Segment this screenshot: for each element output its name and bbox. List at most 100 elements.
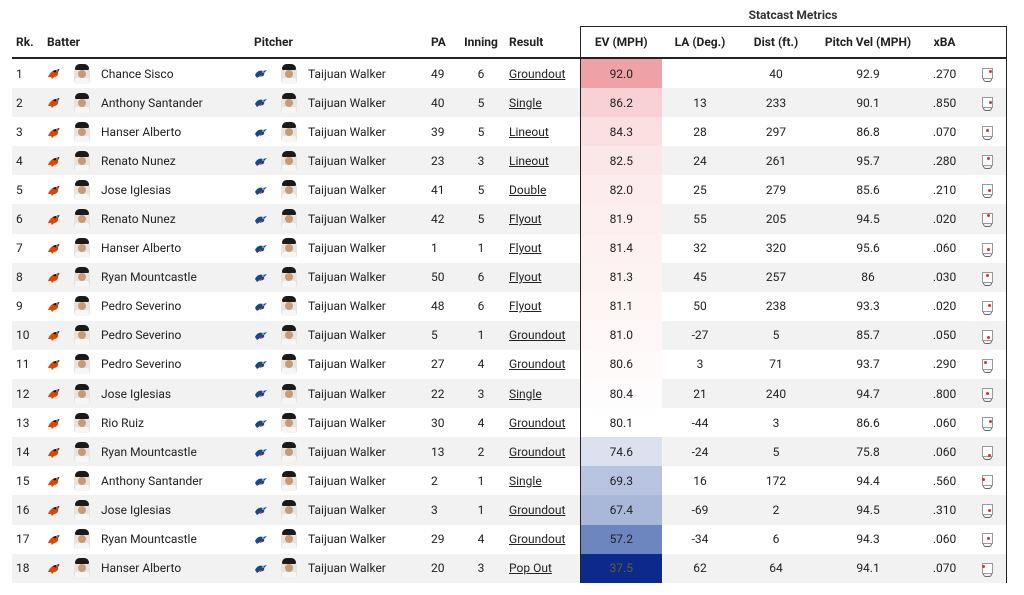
result-link[interactable]: Single — [509, 386, 542, 401]
pitch-zone-cell[interactable] — [967, 466, 1007, 496]
table-row[interactable]: 16 Jose Iglesias Taijuan Walker 3 1 Groundout… — [12, 495, 1007, 525]
pitcher-name[interactable]: Taijuan Walker — [302, 553, 428, 583]
batter-name[interactable]: Anthony Santander — [95, 88, 251, 118]
pitch-zone-cell[interactable] — [967, 233, 1007, 263]
batter-name[interactable]: Jose Iglesias — [95, 495, 251, 525]
pitcher-name[interactable]: Taijuan Walker — [308, 415, 386, 430]
pitch-zone-cell[interactable] — [967, 262, 1007, 292]
pitch-zone-cell[interactable] — [967, 553, 1007, 583]
pitcher-name[interactable]: Taijuan Walker — [302, 262, 428, 292]
pitch-zone-cell[interactable] — [967, 408, 1007, 438]
pitch-zone-cell[interactable] — [967, 320, 1007, 350]
table-row[interactable]: 3 Hanser Alberto Taijuan Walker 39 5 Lineout 8… — [12, 117, 1007, 147]
result-link[interactable]: Single — [509, 473, 542, 488]
pitch-zone-cell[interactable] — [967, 524, 1007, 554]
batter-name[interactable]: Ryan Mountcastle — [101, 532, 197, 547]
pitcher-name[interactable]: Taijuan Walker — [302, 495, 428, 525]
strike-zone-icon[interactable] — [980, 212, 994, 228]
table-row[interactable]: 8 Ryan Mountcastle Taijuan Walker 50 6 Flyout… — [12, 262, 1007, 292]
col-header-inning[interactable]: Inning — [457, 26, 506, 59]
batter-name[interactable]: Chance Sisco — [101, 66, 174, 81]
pitcher-name[interactable]: Taijuan Walker — [308, 299, 386, 314]
result-link[interactable]: Groundout — [509, 328, 566, 343]
strike-zone-icon[interactable] — [980, 242, 994, 257]
table-row[interactable]: 18 Hanser Alberto Taijuan Walker 20 3 Pop Out… — [12, 553, 1007, 583]
pitcher-name[interactable]: Taijuan Walker — [302, 379, 428, 409]
pitch-zone-cell[interactable] — [967, 175, 1007, 205]
strike-zone-icon[interactable] — [980, 445, 994, 461]
batter-name[interactable]: Anthony Santander — [101, 473, 203, 488]
col-header-pitcher[interactable]: Pitcher — [250, 26, 428, 59]
col-header-la[interactable]: LA (Deg.) — [662, 26, 739, 59]
result-link[interactable]: Groundout — [509, 502, 566, 517]
table-row[interactable]: 11 Pedro Severino Taijuan Walker 27 4 Groundo… — [12, 349, 1007, 380]
strike-zone-icon[interactable] — [980, 358, 994, 373]
batter-name[interactable]: Hanser Alberto — [101, 124, 182, 139]
pitcher-name[interactable]: Taijuan Walker — [308, 357, 386, 372]
pitch-zone-cell[interactable] — [967, 58, 1007, 89]
result-link[interactable]: Groundout — [509, 532, 566, 547]
batter-name[interactable]: Ryan Mountcastle — [95, 437, 251, 467]
result-link[interactable]: Single — [509, 95, 542, 110]
table-row[interactable]: 13 Rio Ruiz Taijuan Walker 30 4 Groundout 80.1… — [12, 408, 1007, 438]
result-link[interactable]: Flyout — [509, 241, 542, 256]
pitcher-name[interactable]: Taijuan Walker — [302, 204, 428, 234]
batter-name[interactable]: Pedro Severino — [95, 320, 251, 350]
pitcher-name[interactable]: Taijuan Walker — [308, 241, 386, 256]
pitch-zone-cell[interactable] — [967, 349, 1007, 380]
pitch-zone-cell[interactable] — [967, 291, 1007, 321]
strike-zone-icon[interactable] — [980, 154, 994, 170]
table-row[interactable]: 15 Anthony Santander Taijuan Walker 2 1 Singl… — [12, 466, 1007, 496]
result-link[interactable]: Flyout — [509, 270, 542, 285]
batter-name[interactable]: Hanser Alberto — [95, 553, 251, 583]
batter-name[interactable]: Renato Nunez — [95, 204, 251, 234]
batter-name[interactable]: Rio Ruiz — [101, 415, 145, 430]
strike-zone-icon[interactable] — [980, 387, 994, 402]
strike-zone-icon[interactable] — [980, 532, 994, 548]
col-header-dist[interactable]: Dist (ft.) — [738, 26, 815, 59]
col-header-result[interactable]: Result — [505, 26, 581, 59]
col-header-rank[interactable]: Rk. — [12, 26, 43, 59]
pitch-zone-cell[interactable] — [967, 146, 1007, 176]
pitcher-name[interactable]: Taijuan Walker — [308, 182, 386, 197]
table-row[interactable]: 14 Ryan Mountcastle Taijuan Walker 13 2 Groun… — [12, 437, 1007, 467]
strike-zone-icon[interactable] — [980, 271, 994, 286]
result-link[interactable]: Flyout — [509, 299, 542, 314]
batter-name[interactable]: Hanser Alberto — [101, 241, 182, 256]
strike-zone-icon[interactable] — [980, 183, 994, 199]
pitch-zone-cell[interactable] — [967, 379, 1007, 409]
result-link[interactable]: Groundout — [509, 66, 566, 81]
pitch-zone-cell[interactable] — [967, 88, 1007, 118]
pitch-zone-cell[interactable] — [967, 117, 1007, 147]
batter-name[interactable]: Jose Iglesias — [95, 379, 251, 409]
result-link[interactable]: Flyout — [509, 212, 542, 227]
pitcher-name[interactable]: Taijuan Walker — [302, 437, 428, 467]
result-link[interactable]: Groundout — [509, 415, 566, 430]
table-row[interactable]: 1 Chance Sisco Taijuan Walker 49 6 Groundout 9… — [12, 58, 1007, 89]
result-link[interactable]: Groundout — [509, 444, 566, 459]
table-row[interactable]: 9 Pedro Severino Taijuan Walker 48 6 Flyout 81… — [12, 291, 1007, 321]
pitcher-name[interactable]: Taijuan Walker — [308, 124, 386, 139]
strike-zone-icon[interactable] — [980, 67, 994, 82]
pitch-zone-cell[interactable] — [967, 204, 1007, 234]
pitch-zone-cell[interactable] — [967, 495, 1007, 525]
table-row[interactable]: 10 Pedro Severino Taijuan Walker 5 1 Groundou… — [12, 320, 1007, 350]
table-row[interactable]: 12 Jose Iglesias Taijuan Walker 22 3 Single 80… — [12, 379, 1007, 409]
table-row[interactable]: 6 Renato Nunez Taijuan Walker 42 5 Flyout 81.9… — [12, 204, 1007, 234]
pitcher-name[interactable]: Taijuan Walker — [302, 320, 428, 350]
pitcher-name[interactable]: Taijuan Walker — [308, 473, 386, 488]
strike-zone-icon[interactable] — [980, 416, 994, 432]
pitcher-name[interactable]: Taijuan Walker — [308, 66, 386, 81]
col-header-xba[interactable]: xBA — [922, 26, 968, 59]
table-row[interactable]: 5 Jose Iglesias Taijuan Walker 41 5 Double 82.… — [12, 175, 1007, 205]
pitcher-name[interactable]: Taijuan Walker — [302, 88, 428, 118]
batter-name[interactable]: Renato Nunez — [95, 146, 251, 176]
strike-zone-icon[interactable] — [980, 503, 994, 519]
pitcher-name[interactable]: Taijuan Walker — [302, 146, 428, 176]
batter-name[interactable]: Pedro Severino — [101, 357, 182, 372]
col-header-ev[interactable]: EV (MPH) — [579, 26, 663, 59]
col-header-batter[interactable]: Batter — [43, 26, 251, 59]
batter-name[interactable]: Pedro Severino — [101, 299, 182, 314]
col-header-pa[interactable]: PA — [427, 26, 458, 59]
table-row[interactable]: 17 Ryan Mountcastle Taijuan Walker 29 4 Groun… — [12, 524, 1007, 554]
